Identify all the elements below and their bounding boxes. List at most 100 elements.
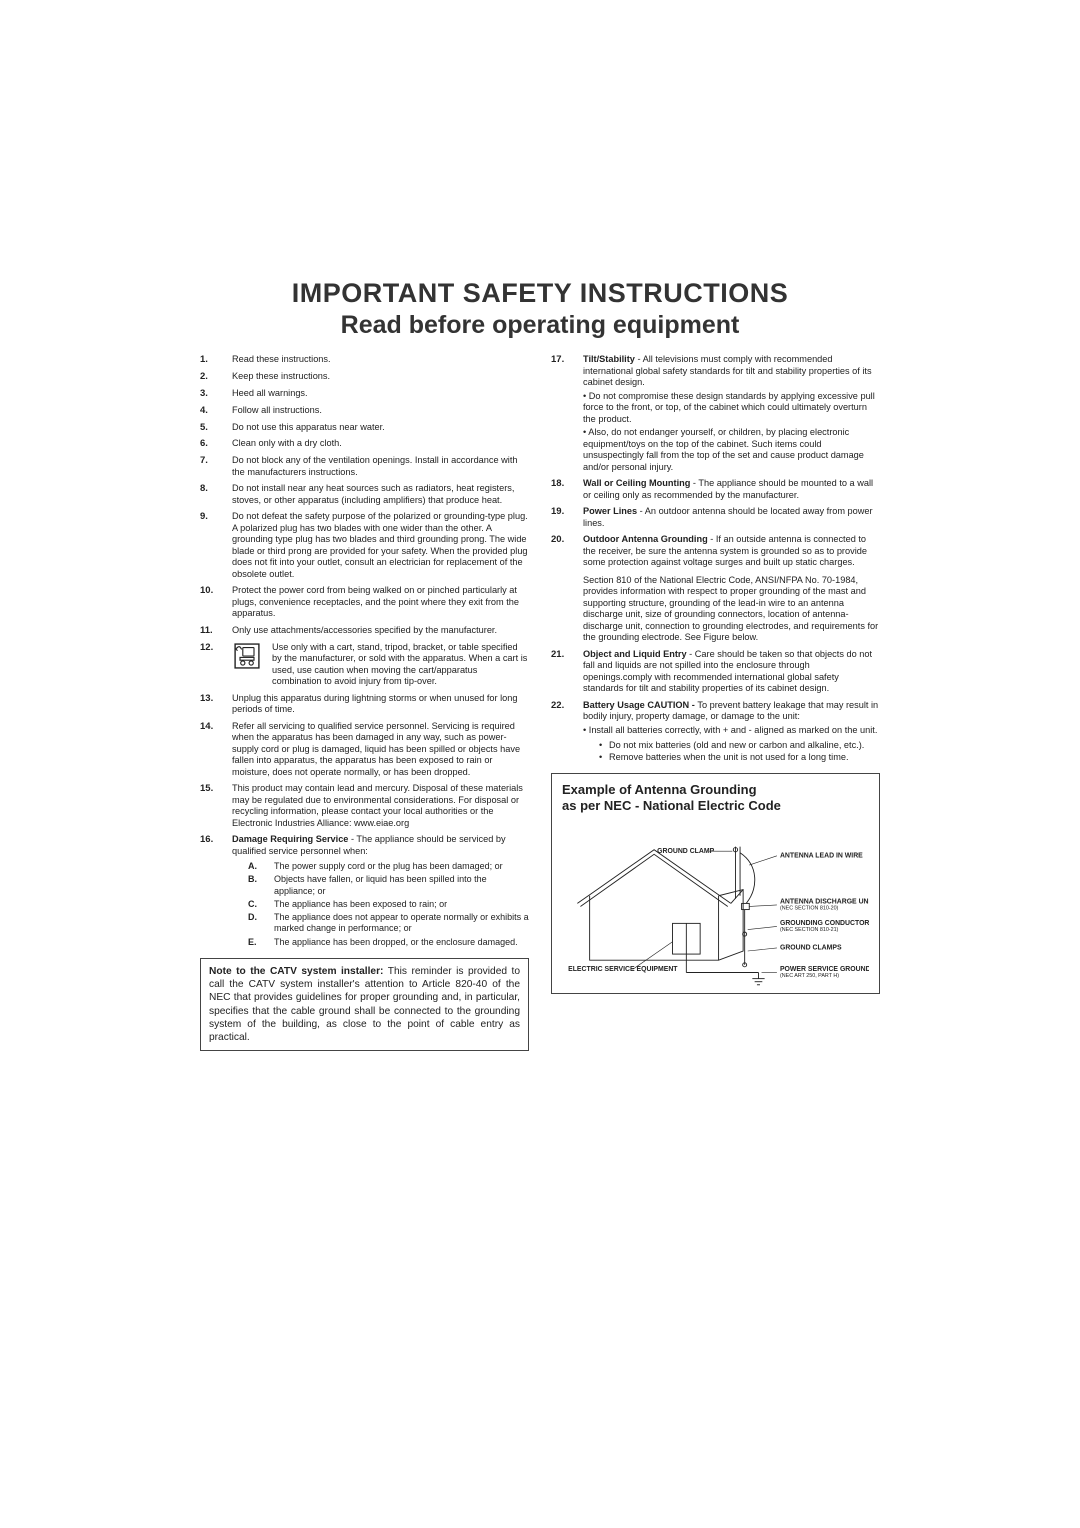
item-body: Unplug this apparatus during lightning s… xyxy=(232,693,529,716)
item-body: Follow all instructions. xyxy=(232,405,529,417)
item-body: Use only with a cart, stand, tripod, bra… xyxy=(232,642,529,688)
item-text: Use only with a cart, stand, tripod, bra… xyxy=(272,642,529,688)
instruction-item: 18. Wall or Ceiling Mounting - The applia… xyxy=(551,478,880,501)
item-number: 18. xyxy=(551,478,569,501)
sub-text: The appliance has been exposed to rain; … xyxy=(274,899,529,910)
damage-sublist: A.The power supply cord or the plug has … xyxy=(248,861,529,948)
item-number: 11. xyxy=(200,625,218,637)
item-body: Do not block any of the ventilation open… xyxy=(232,455,529,478)
item-body: Battery Usage CAUTION - To prevent batte… xyxy=(583,700,880,764)
item-number: 2. xyxy=(200,371,218,383)
diagram-box: Example of Antenna Grounding as per NEC … xyxy=(551,773,880,994)
item-number: 15. xyxy=(200,783,218,829)
item-number: 22. xyxy=(551,700,569,764)
item-number: 5. xyxy=(200,422,218,434)
item-text: Clean only with a dry cloth. xyxy=(232,438,342,448)
columns: 1.Read these instructions. 2. Keep these i… xyxy=(200,354,880,1051)
item-body: Tilt/Stability - All televisions must co… xyxy=(583,354,880,473)
instruction-item: 12. Use only with a cart, stand, tripod, … xyxy=(200,642,529,688)
instruction-item: 3. Heed all warnings. xyxy=(200,388,529,400)
sub-text: The appliance does not appear to operate… xyxy=(274,912,529,935)
item-body: Damage Requiring Service - The appliance… xyxy=(232,834,529,950)
item-text: Keep these instructions. xyxy=(232,371,330,381)
instruction-item: 10. Protect the power cord from being wal… xyxy=(200,585,529,620)
item-paragraph: Section 810 of the National Electric Cod… xyxy=(583,575,880,644)
item-text: Protect the power cord from being walked… xyxy=(232,585,519,618)
battery-bullets: Do not mix batteries (old and new or car… xyxy=(599,740,880,763)
sublist-item: D.The appliance does not appear to opera… xyxy=(248,912,529,935)
label-discharge-sub: (NEC SECTION 810-20) xyxy=(780,905,839,911)
item-number: 8. xyxy=(200,483,218,506)
label-clamps: GROUND CLAMPS xyxy=(780,944,842,951)
instruction-item: 4.Follow all instructions. xyxy=(200,405,529,417)
sublist-item: E. The appliance has been dropped, or the… xyxy=(248,937,529,948)
diagram-title: Example of Antenna Grounding as per NEC … xyxy=(562,782,869,815)
item-lead: Tilt/Stability xyxy=(583,354,635,364)
label-service: ELECTRIC SERVICE EQUIPMENT xyxy=(568,965,678,972)
item-extra: • Install all batteries correctly, with … xyxy=(583,725,880,737)
sub-letter: C. xyxy=(248,899,262,910)
item-body: Keep these instructions. xyxy=(232,371,529,383)
item-text: Follow all instructions. xyxy=(232,405,322,415)
instruction-item: 15. This product may contain lead and mer… xyxy=(200,783,529,829)
item-body: Wall or Ceiling Mounting - The appliance… xyxy=(583,478,880,501)
item-lead: Object and Liquid Entry xyxy=(583,649,687,659)
label-conductors: GROUNDING CONDUCTORS xyxy=(780,919,869,926)
catv-note: Note to the CATV system installer: This … xyxy=(200,958,529,1052)
instruction-item: 8. Do not install near any heat sources s… xyxy=(200,483,529,506)
sublist-item: A.The power supply cord or the plug has … xyxy=(248,861,529,872)
sublist-item: B.Objects have fallen, or liquid has bee… xyxy=(248,874,529,897)
sub-text: Objects have fallen, or liquid has been … xyxy=(274,874,529,897)
instruction-item: 5. Do not use this apparatus near water. xyxy=(200,422,529,434)
cart-tip-icon xyxy=(232,642,262,670)
item-body: Outdoor Antenna Grounding - If an outsid… xyxy=(583,534,880,644)
instruction-item: 19.Power Lines - An outdoor antenna shou… xyxy=(551,506,880,529)
item-text: Do not defeat the safety purpose of the … xyxy=(232,511,528,579)
item-body: Do not install near any heat sources suc… xyxy=(232,483,529,506)
item-extra: • Do not compromise these design standar… xyxy=(583,391,880,426)
right-list: 17.Tilt/Stability - All televisions must… xyxy=(551,354,880,763)
item-body: Do not defeat the safety purpose of the … xyxy=(232,511,529,580)
grounding-diagram: GROUND CLAMP ANTENNA LEAD IN WIRE ANTENN… xyxy=(562,819,869,988)
label-electrode-sub: (NEC ART 250, PART H) xyxy=(780,973,839,979)
item-number: 3. xyxy=(200,388,218,400)
item-number: 9. xyxy=(200,511,218,580)
item-text: Unplug this apparatus during lightning s… xyxy=(232,693,518,715)
catv-text: This reminder is provided to call the CA… xyxy=(209,966,520,1043)
item-number: 13. xyxy=(200,693,218,716)
instruction-item: 14.Refer all servicing to qualified serv… xyxy=(200,721,529,779)
sub-text: The appliance has been dropped, or the e… xyxy=(274,937,529,948)
item-body: Power Lines - An outdoor antenna should … xyxy=(583,506,880,529)
instruction-item: 1.Read these instructions. xyxy=(200,354,529,366)
item-number: 12. xyxy=(200,642,218,688)
bullet-item: Do not mix batteries (old and new or car… xyxy=(599,740,880,752)
item-body: Object and Liquid Entry - Care should be… xyxy=(583,649,880,695)
item-number: 10. xyxy=(200,585,218,620)
item-lead: Damage Requiring Service xyxy=(232,834,348,844)
item-text: Only use attachments/accessories specifi… xyxy=(232,625,497,635)
instruction-item: 13. Unplug this apparatus during lightnin… xyxy=(200,693,529,716)
item-number: 21. xyxy=(551,649,569,695)
item-text: Heed all warnings. xyxy=(232,388,308,398)
item-lead: Power Lines xyxy=(583,506,637,516)
label-electrode: POWER SERVICE GROUNDING ELECTRODE SYSTEM xyxy=(780,965,869,972)
item-lead: Wall or Ceiling Mounting xyxy=(583,478,690,488)
instruction-item: 2. Keep these instructions. xyxy=(200,371,529,383)
instruction-item: 7.Do not block any of the ventilation op… xyxy=(200,455,529,478)
label-ground-clamp: GROUND CLAMP xyxy=(657,847,714,854)
label-antenna-lead: ANTENNA LEAD IN WIRE xyxy=(780,852,863,859)
instruction-item: 16.Damage Requiring Service - The applia… xyxy=(200,834,529,950)
sub-letter: E. xyxy=(248,937,262,948)
instruction-item: 9.Do not defeat the safety purpose of th… xyxy=(200,511,529,580)
item-text: Read these instructions. xyxy=(232,354,331,364)
title-line-2: Read before operating equipment xyxy=(200,311,880,340)
item-text: This product may contain lead and mercur… xyxy=(232,783,523,828)
item-text: Do not use this apparatus near water. xyxy=(232,422,385,432)
item-body: Do not use this apparatus near water. xyxy=(232,422,529,434)
item-lead: Battery Usage CAUTION - xyxy=(583,700,697,710)
sublist-item: C. The appliance has been exposed to rain… xyxy=(248,899,529,910)
instruction-item: 22. Battery Usage CAUTION - To prevent ba… xyxy=(551,700,880,764)
sub-letter: A. xyxy=(248,861,262,872)
title-block: IMPORTANT SAFETY INSTRUCTIONS Read befor… xyxy=(200,278,880,340)
item-body: This product may contain lead and mercur… xyxy=(232,783,529,829)
